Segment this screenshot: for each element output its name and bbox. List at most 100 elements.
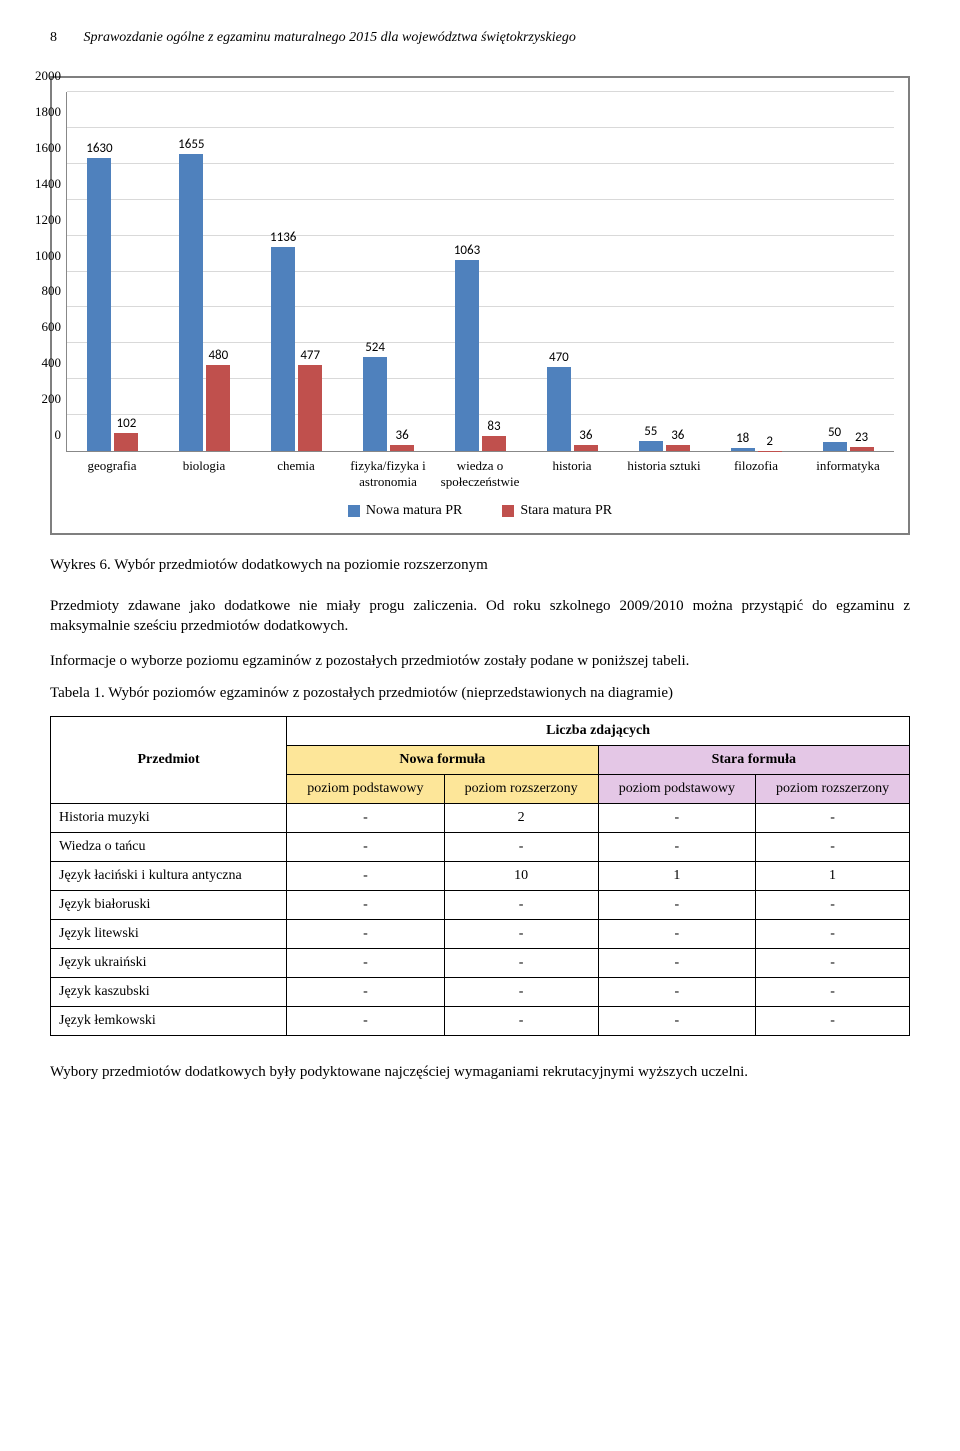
bar-nowa: 55 xyxy=(639,441,663,451)
bar-stara: 477 xyxy=(298,365,322,451)
table-cell: - xyxy=(598,890,756,919)
bar-nowa: 524 xyxy=(363,357,387,451)
legend-swatch xyxy=(502,505,514,517)
th-sub: poziom rozszerzony xyxy=(756,774,910,803)
table-cell: - xyxy=(444,1006,598,1035)
y-tick-label: 600 xyxy=(42,319,62,335)
bar-nowa: 50 xyxy=(823,442,847,451)
table-cell: - xyxy=(756,977,910,1006)
chart-legend: Nowa matura PR Stara matura PR xyxy=(66,503,894,519)
bar-value-label: 1136 xyxy=(270,230,296,245)
table-cell: - xyxy=(756,890,910,919)
y-tick-label: 800 xyxy=(42,283,62,299)
chart-y-axis: 0200400600800100012001400160018002000 xyxy=(25,92,65,451)
bar-nowa: 470 xyxy=(547,367,571,451)
bar-value-label: 23 xyxy=(855,430,868,445)
bar-value-label: 480 xyxy=(208,348,228,363)
row-subject: Język łaciński i kultura antyczna xyxy=(51,861,287,890)
chart-category: 52436 xyxy=(343,92,435,451)
table-row: Język ukraiński---- xyxy=(51,948,910,977)
table-cell: 10 xyxy=(444,861,598,890)
bar-value-label: 477 xyxy=(300,348,320,363)
chart-category: 1655480 xyxy=(159,92,251,451)
table-cell: - xyxy=(287,977,445,1006)
page-header: 8 Sprawozdanie ogólne z egzaminu matural… xyxy=(50,30,910,46)
chart-category: 5536 xyxy=(618,92,710,451)
row-subject: Język ukraiński xyxy=(51,948,287,977)
bar-value-label: 36 xyxy=(579,428,592,443)
bar-stara: 83 xyxy=(482,436,506,451)
bar-stara: 36 xyxy=(666,445,690,451)
y-tick-label: 1000 xyxy=(35,248,61,264)
bar-value-label: 102 xyxy=(117,416,137,431)
table-cell: - xyxy=(756,1006,910,1035)
legend-item-nowa: Nowa matura PR xyxy=(348,503,462,519)
legend-swatch xyxy=(348,505,360,517)
x-tick-label: historia xyxy=(526,458,618,489)
table-cell: - xyxy=(444,832,598,861)
x-tick-label: informatyka xyxy=(802,458,894,489)
bar-value-label: 2 xyxy=(766,434,773,449)
chart-category: 1136 477 xyxy=(251,92,343,451)
table-row: Język litewski---- xyxy=(51,919,910,948)
row-subject: Język litewski xyxy=(51,919,287,948)
y-tick-label: 400 xyxy=(42,355,62,371)
bar-stara: 36 xyxy=(390,445,414,451)
bar-stara: 480 xyxy=(206,365,230,451)
legend-label: Nowa matura PR xyxy=(366,503,462,519)
y-tick-label: 0 xyxy=(55,427,62,443)
bar-value-label: 83 xyxy=(487,419,500,434)
x-tick-label: filozofia xyxy=(710,458,802,489)
table-cell: 1 xyxy=(756,861,910,890)
y-tick-label: 1600 xyxy=(35,140,61,156)
table-cell: - xyxy=(598,1006,756,1035)
table-cell: - xyxy=(598,832,756,861)
row-subject: Język kaszubski xyxy=(51,977,287,1006)
chart-caption: Wykres 6. Wybór przedmiotów dodatkowych … xyxy=(50,557,910,574)
table-row: Język kaszubski---- xyxy=(51,977,910,1006)
row-subject: Język białoruski xyxy=(51,890,287,919)
y-tick-label: 1200 xyxy=(35,212,61,228)
bar-value-label: 36 xyxy=(396,428,409,443)
table-cell: - xyxy=(756,832,910,861)
table-row: Historia muzyki-2-- xyxy=(51,803,910,832)
table-cell: - xyxy=(287,948,445,977)
bar-stara: 36 xyxy=(574,445,598,451)
bar-stara: 23 xyxy=(850,447,874,451)
table-cell: - xyxy=(287,890,445,919)
chart-x-axis: geografiabiologiachemiafizyka/fizyka i a… xyxy=(66,458,894,489)
bar-nowa: 1630 xyxy=(87,158,111,451)
table-cell: - xyxy=(756,948,910,977)
chart-category: 1063 83 xyxy=(435,92,527,451)
x-tick-label: fizyka/fizyka i astronomia xyxy=(342,458,434,489)
bar-value-label: 1063 xyxy=(454,243,480,258)
th-sub: poziom rozszerzony xyxy=(444,774,598,803)
legend-label: Stara matura PR xyxy=(520,503,612,519)
table-cell: - xyxy=(598,919,756,948)
bar-stara: 102 xyxy=(114,433,138,451)
y-tick-label: 2000 xyxy=(35,68,61,84)
table-cell: - xyxy=(287,803,445,832)
table-cell: - xyxy=(287,919,445,948)
x-tick-label: historia sztuki xyxy=(618,458,710,489)
chart-category: 5023 xyxy=(802,92,894,451)
th-stara-formula: Stara formuła xyxy=(598,745,909,774)
th-nowa-formula: Nowa formuła xyxy=(287,745,598,774)
table-cell: - xyxy=(287,832,445,861)
page-number: 8 xyxy=(50,30,80,46)
table-cell: - xyxy=(444,977,598,1006)
y-tick-label: 1400 xyxy=(35,176,61,192)
bar-nowa: 18 xyxy=(731,448,755,451)
table-cell: - xyxy=(287,861,445,890)
bar-nowa: 1655 xyxy=(179,154,203,451)
table-cell: 2 xyxy=(444,803,598,832)
chart-category: 47036 xyxy=(526,92,618,451)
bar-value-label: 36 xyxy=(671,428,684,443)
x-tick-label: biologia xyxy=(158,458,250,489)
table-cell: - xyxy=(444,890,598,919)
table-cell: - xyxy=(598,948,756,977)
paragraph: Przedmioty zdawane jako dodatkowe nie mi… xyxy=(50,596,910,637)
chart-category: 1630102 xyxy=(67,92,159,451)
table-cell: - xyxy=(756,919,910,948)
x-tick-label: wiedza o społeczeństwie xyxy=(434,458,526,489)
